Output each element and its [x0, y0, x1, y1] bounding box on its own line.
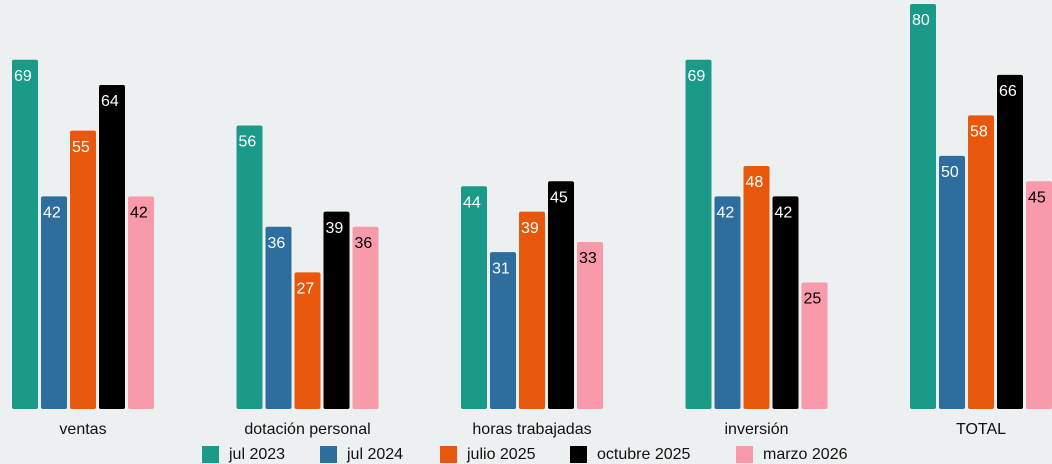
bar-value-label: 42 [43, 205, 61, 222]
bar-value-label: 31 [492, 260, 510, 277]
x-tick-label: inversión [724, 421, 788, 438]
legend-swatch [570, 446, 587, 463]
bar [41, 196, 67, 409]
bar [236, 125, 263, 409]
bar-value-label: 48 [746, 174, 764, 191]
bar-value-label: 45 [1028, 189, 1046, 206]
bar-value-label: 69 [14, 68, 32, 85]
legend-swatch [320, 446, 337, 463]
bar-value-label: 66 [999, 83, 1017, 100]
bar [772, 196, 799, 409]
bar [743, 166, 770, 409]
x-tick-label: dotación personal [244, 421, 370, 438]
bar-value-label: 80 [912, 12, 930, 29]
legend-label: marzo 2026 [763, 446, 848, 463]
bar-value-label: 42 [775, 205, 793, 222]
bar-value-label: 56 [239, 134, 257, 151]
bar [548, 181, 574, 409]
bar-value-label: 42 [717, 205, 735, 222]
bar [461, 186, 487, 409]
bar-value-label: 58 [970, 124, 988, 141]
bar [490, 252, 516, 409]
bar-value-label: 36 [268, 235, 286, 252]
legend-swatch [202, 446, 219, 463]
legend-label: jul 2024 [346, 446, 403, 463]
legend-label: jul 2023 [228, 446, 285, 463]
bar-value-label: 45 [550, 189, 568, 206]
bar [265, 226, 292, 409]
bar-value-label: 44 [463, 194, 481, 211]
legend-label: octubre 2025 [597, 446, 691, 463]
bar [128, 196, 154, 409]
bar-value-label: 25 [804, 291, 822, 308]
bar [352, 226, 379, 409]
bar [99, 85, 125, 409]
bar-value-label: 64 [101, 93, 119, 110]
bar [685, 59, 712, 409]
bar-value-label: 27 [297, 281, 315, 298]
bar [70, 130, 96, 409]
legend-swatch [440, 446, 457, 463]
bar [323, 211, 350, 409]
bar-value-label: 69 [688, 68, 706, 85]
bar-value-label: 55 [72, 139, 90, 156]
bar [519, 211, 545, 409]
x-tick-label: ventas [59, 421, 106, 438]
bar [577, 241, 603, 409]
bar [12, 59, 38, 409]
bar-value-label: 33 [579, 250, 597, 267]
bar-value-label: 39 [521, 220, 539, 237]
bar-value-label: 36 [355, 235, 373, 252]
legend-label: julio 2025 [466, 446, 536, 463]
bar [910, 4, 936, 409]
bar [714, 196, 741, 409]
bar [939, 155, 965, 409]
x-tick-label: TOTAL [956, 421, 1006, 438]
bar [997, 74, 1023, 409]
bar-value-label: 42 [130, 205, 148, 222]
legend-swatch [736, 446, 753, 463]
bar [1026, 181, 1052, 409]
bar [801, 282, 828, 409]
bar-value-label: 50 [941, 164, 959, 181]
bar [968, 115, 994, 409]
bar [294, 272, 321, 409]
bar-value-label: 39 [326, 220, 344, 237]
x-tick-label: horas trabajadas [472, 421, 591, 438]
